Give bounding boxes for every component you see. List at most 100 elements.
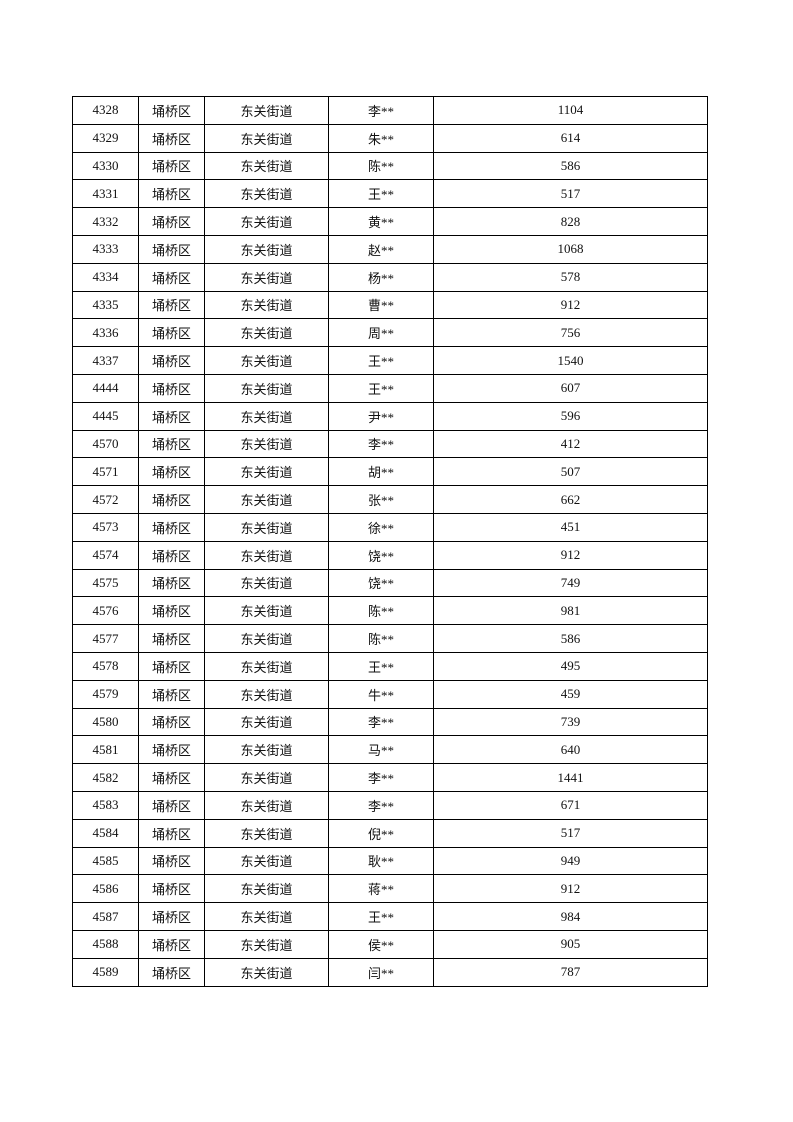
name: 陈** (328, 624, 434, 653)
table-row: 4580 埇桥区 东关街道 李** 739 (72, 707, 708, 737)
amount: 984 (433, 902, 708, 931)
row-number: 4585 (72, 846, 139, 876)
table-row: 4336 埇桥区 东关街道 周** 756 (72, 318, 708, 348)
row-number: 4444 (72, 373, 139, 403)
name: 闫** (328, 957, 434, 987)
name: 王** (328, 373, 434, 403)
street: 东关街道 (204, 846, 329, 876)
street: 东关街道 (204, 457, 329, 487)
name: 赵** (328, 234, 434, 264)
row-number: 4580 (72, 707, 139, 737)
street: 东关街道 (204, 485, 329, 514)
street: 东关街道 (204, 707, 329, 737)
name: 耿** (328, 846, 434, 876)
street: 东关街道 (204, 735, 329, 765)
table-row: 4573 埇桥区 东关街道 徐** 451 (72, 512, 708, 542)
table-row: 4445 埇桥区 东关街道 尹** 596 (72, 401, 708, 431)
table-row: 4579 埇桥区 东关街道 牛** 459 (72, 679, 708, 709)
row-number: 4334 (72, 262, 139, 292)
amount: 912 (433, 874, 708, 904)
table-row: 4572 埇桥区 东关街道 张** 662 (72, 485, 708, 514)
row-number: 4577 (72, 624, 139, 653)
street: 东关街道 (204, 929, 329, 959)
table-row: 4584 埇桥区 东关街道 倪** 517 (72, 818, 708, 848)
table-row: 4582 埇桥区 东关街道 李** 1441 (72, 763, 708, 792)
amount: 586 (433, 624, 708, 653)
table-row: 4570 埇桥区 东关街道 李** 412 (72, 429, 708, 459)
row-number: 4445 (72, 401, 139, 431)
amount: 912 (433, 290, 708, 320)
street: 东关街道 (204, 902, 329, 931)
street: 东关街道 (204, 234, 329, 264)
row-number: 4581 (72, 735, 139, 765)
row-number: 4336 (72, 318, 139, 348)
row-number: 4331 (72, 179, 139, 209)
name: 李** (328, 763, 434, 792)
district: 埇桥区 (138, 123, 205, 153)
district: 埇桥区 (138, 707, 205, 737)
row-number: 4586 (72, 874, 139, 904)
district: 埇桥区 (138, 651, 205, 681)
name: 李** (328, 96, 434, 125)
data-table: 4328 埇桥区 东关街道 李** 1104 4329 埇桥区 东关街道 朱** 614 4330 埇… (72, 96, 708, 987)
table-row: 4574 埇桥区 东关街道 饶** 912 (72, 540, 708, 570)
street: 东关街道 (204, 207, 329, 236)
name: 李** (328, 707, 434, 737)
district: 埇桥区 (138, 96, 205, 125)
row-number: 4589 (72, 957, 139, 987)
table-row: 4581 埇桥区 东关街道 马** 640 (72, 735, 708, 765)
street: 东关街道 (204, 123, 329, 153)
table-row: 4335 埇桥区 东关街道 曹** 912 (72, 290, 708, 320)
name: 陈** (328, 596, 434, 626)
amount: 451 (433, 512, 708, 542)
amount: 586 (433, 151, 708, 181)
name: 马** (328, 735, 434, 765)
amount: 739 (433, 707, 708, 737)
table-row: 4333 埇桥区 东关街道 赵** 1068 (72, 234, 708, 264)
name: 王** (328, 651, 434, 681)
amount: 614 (433, 123, 708, 153)
table-row: 4583 埇桥区 东关街道 李** 671 (72, 790, 708, 820)
district: 埇桥区 (138, 929, 205, 959)
district: 埇桥区 (138, 485, 205, 514)
street: 东关街道 (204, 651, 329, 681)
table-row: 4586 埇桥区 东关街道 蒋** 912 (72, 874, 708, 904)
table-row: 4331 埇桥区 东关街道 王** 517 (72, 179, 708, 209)
district: 埇桥区 (138, 318, 205, 348)
amount: 671 (433, 790, 708, 820)
street: 东关街道 (204, 540, 329, 570)
district: 埇桥区 (138, 624, 205, 653)
district: 埇桥区 (138, 429, 205, 459)
district: 埇桥区 (138, 151, 205, 181)
district: 埇桥区 (138, 540, 205, 570)
street: 东关街道 (204, 429, 329, 459)
name: 侯** (328, 929, 434, 959)
street: 东关街道 (204, 512, 329, 542)
amount: 607 (433, 373, 708, 403)
street: 东关街道 (204, 179, 329, 209)
row-number: 4571 (72, 457, 139, 487)
amount: 828 (433, 207, 708, 236)
amount: 981 (433, 596, 708, 626)
street: 东关街道 (204, 262, 329, 292)
amount: 905 (433, 929, 708, 959)
district: 埇桥区 (138, 290, 205, 320)
amount: 640 (433, 735, 708, 765)
amount: 412 (433, 429, 708, 459)
name: 胡** (328, 457, 434, 487)
street: 东关街道 (204, 624, 329, 653)
street: 东关街道 (204, 346, 329, 375)
table-row: 4588 埇桥区 东关街道 侯** 905 (72, 929, 708, 959)
name: 倪** (328, 818, 434, 848)
district: 埇桥区 (138, 679, 205, 709)
row-number: 4582 (72, 763, 139, 792)
street: 东关街道 (204, 596, 329, 626)
table-row: 4578 埇桥区 东关街道 王** 495 (72, 651, 708, 681)
row-number: 4335 (72, 290, 139, 320)
name: 王** (328, 179, 434, 209)
name: 朱** (328, 123, 434, 153)
amount: 787 (433, 957, 708, 987)
amount: 1540 (433, 346, 708, 375)
amount: 662 (433, 485, 708, 514)
